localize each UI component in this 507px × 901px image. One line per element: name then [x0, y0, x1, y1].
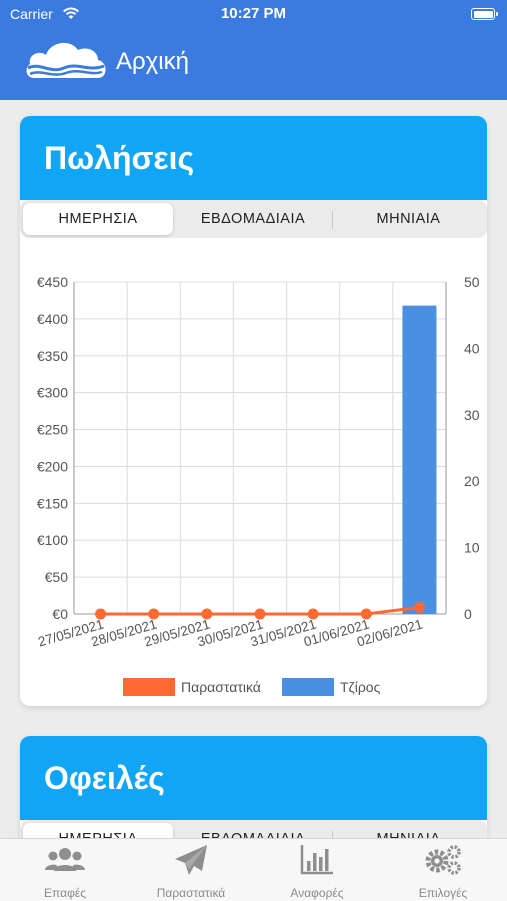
line-point: [307, 608, 319, 620]
y-left-tick-label: €250: [37, 422, 68, 438]
wifi-icon: [62, 6, 80, 23]
gears-icon: [423, 843, 463, 877]
line-point: [201, 608, 213, 620]
navigation-bar: Carrier 10:27 PM Αρχική: [0, 0, 507, 100]
legend-label: Τζίρος: [340, 679, 381, 695]
y-left-tick-label: €0: [52, 606, 68, 622]
sales-chart-svg: €0 €50 €100 €150 €200 €250 €300 €350 €400 €450 0 10…: [36, 274, 480, 696]
debts-card: Οφειλές: [20, 736, 487, 856]
y-right-tick-label: 50: [464, 274, 480, 290]
clock: 10:27 PM: [220, 5, 287, 22]
tab-reports[interactable]: Αναφορές: [254, 839, 380, 901]
tab-label: Επαφές: [44, 886, 86, 900]
sales-tab-weekly[interactable]: ΕΒΔΟΜΑΔΙΑΙΑ: [200, 211, 306, 227]
y-right-tick-label: 40: [464, 340, 480, 356]
y-right-tick-label: 0: [464, 606, 472, 622]
y-right-tick-label: 20: [464, 473, 480, 489]
y-left-tick-label: €400: [37, 311, 68, 327]
y-left-tick-label: €150: [37, 495, 68, 511]
cloud-logo-icon: [24, 38, 108, 87]
y-left-tick-label: €300: [37, 385, 68, 401]
y-left-tick-label: €100: [37, 532, 68, 548]
y-left-tick-label: €350: [37, 348, 68, 364]
line-point: [148, 608, 160, 620]
y-right-tick-label: 10: [464, 540, 480, 556]
page-title: Αρχική: [116, 48, 189, 75]
tab-documents[interactable]: Παραστατικά: [128, 839, 254, 901]
legend-label: Παραστατικά: [181, 679, 261, 695]
line-point: [254, 608, 266, 620]
legend-swatch: [123, 678, 175, 696]
bar-chart-icon: [297, 843, 337, 877]
status-bar: Carrier 10:27 PM: [0, 0, 507, 28]
line-point: [360, 608, 372, 620]
debts-card-header: Οφειλές: [20, 736, 487, 820]
bottom-tab-bar: Επαφές Παραστατικά Αναφορές: [0, 838, 507, 901]
sales-card-header: Πωλήσεις: [20, 116, 487, 200]
paper-plane-icon: [171, 843, 211, 877]
tab-options[interactable]: Επιλογές: [380, 839, 506, 901]
sales-tab-daily[interactable]: ΗΜΕΡΗΣΙΑ: [23, 203, 173, 235]
contacts-icon: [45, 843, 85, 877]
sales-title: Πωλήσεις: [44, 140, 195, 176]
legend-swatch: [282, 678, 334, 696]
tab-label: Αναφορές: [290, 886, 344, 900]
y-left-tick-label: €50: [45, 569, 69, 585]
sales-tab-monthly[interactable]: ΜΗΝΙΑΙΑ: [376, 211, 441, 227]
sales-period-segmented-control: ΗΜΕΡΗΣΙΑ ΕΒΔΟΜΑΔΙΑΙΑ ΜΗΝΙΑΙΑ: [20, 200, 487, 238]
segment-divider: [332, 211, 333, 229]
tab-contacts[interactable]: Επαφές: [2, 839, 128, 901]
y-right-tick-label: 30: [464, 407, 480, 423]
y-left-tick-label: €450: [37, 274, 68, 290]
line-point: [413, 601, 425, 613]
line-point: [95, 608, 107, 620]
sales-chart: €0 €50 €100 €150 €200 €250 €300 €350 €400 €450 0 10…: [20, 238, 487, 708]
tab-label: Παραστατικά: [156, 886, 226, 900]
tab-label: Επιλογές: [418, 886, 468, 900]
debts-title: Οφειλές: [44, 760, 165, 796]
battery-icon: [471, 8, 498, 20]
y-left-tick-label: €200: [37, 458, 68, 474]
carrier-label: Carrier: [10, 6, 53, 22]
bar: [402, 305, 437, 614]
